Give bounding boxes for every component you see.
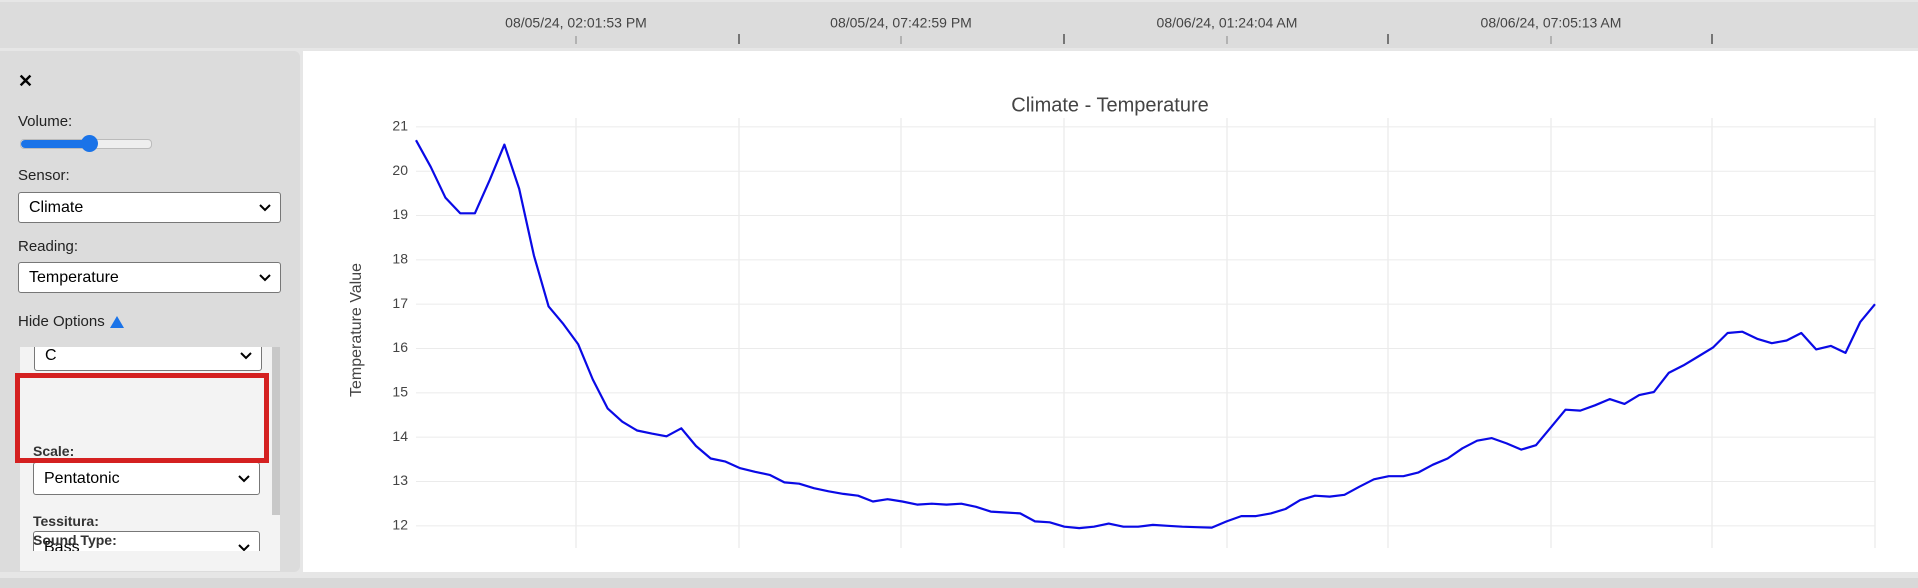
chart-area: Climate - Temperature Temperature Value … (303, 51, 1918, 572)
chevron (259, 203, 271, 211)
reading-select[interactable]: Temperature (18, 262, 281, 293)
chevron (238, 543, 250, 551)
scale-value: Pentatonic (44, 469, 120, 487)
y-tick-label: 20 (392, 162, 408, 178)
chevron (240, 352, 252, 360)
timeline-label: 08/06/24, 07:05:13 AM (1481, 15, 1622, 31)
y-tick-label: 21 (392, 118, 408, 134)
hide-options-text: Hide Options (18, 313, 105, 330)
tessitura-label: Tessitura: (33, 513, 99, 529)
y-tick-label: 14 (392, 428, 408, 444)
timeline-bar: 08/05/24, 02:01:53 PM 08/05/24, 07:42:59 … (0, 2, 1918, 48)
tessitura-value: Bass (44, 538, 80, 552)
options-scroll-bottom (20, 551, 280, 571)
volume-label: Volume: (18, 113, 73, 130)
y-tick-label: 18 (392, 251, 408, 267)
sensor-value: Climate (29, 198, 84, 216)
key-select[interactable]: C (34, 347, 262, 371)
triangle-icon (109, 315, 124, 328)
scrollbar (272, 347, 280, 515)
temperature-line (415, 139, 1876, 530)
timeline-label: 08/06/24, 01:24:04 AM (1157, 15, 1298, 31)
options-scroll: C Scale: Pentatonic Tessitura: Bass (20, 347, 280, 551)
tessitura-select[interactable]: Bass (33, 531, 260, 551)
timeline-label: 08/05/24, 02:01:53 PM (505, 15, 647, 31)
y-tick-label: 17 (392, 295, 408, 311)
y-tick-label: 12 (392, 517, 408, 533)
y-tick-label: 15 (392, 384, 408, 400)
chart: Climate - Temperature Temperature Value … (348, 94, 1876, 548)
timeline-label: 08/05/24, 07:42:59 PM (830, 15, 972, 31)
y-tick-label: 16 (392, 339, 408, 355)
scale-label: Scale: (33, 443, 75, 459)
volume-slider[interactable] (20, 135, 152, 152)
highlight-box (15, 373, 269, 463)
chart-title: Climate - Temperature (1011, 94, 1208, 116)
timeline: 08/05/24, 02:01:53 PM 08/05/24, 07:42:59 … (505, 15, 1713, 44)
bottom-bar (0, 578, 1918, 588)
y-tick-label: 13 (392, 472, 408, 488)
y-axis-label: Temperature Value (348, 263, 365, 397)
chevron (259, 273, 271, 281)
sound-type-label: Sound Type: (33, 532, 117, 548)
options-panel: ✕ Volume: Sensor: Climate Reading: Tempe… (0, 51, 300, 572)
sensor-label: Sensor: (18, 167, 70, 184)
reading-value: Temperature (29, 268, 119, 286)
sensor-select[interactable]: Climate (18, 192, 281, 223)
scale-select[interactable]: Pentatonic (33, 462, 260, 495)
reading-label: Reading: (18, 238, 79, 255)
y-tick-label: 19 (392, 206, 408, 222)
chevron (238, 474, 250, 482)
close-button[interactable]: ✕ (18, 71, 34, 91)
hide-options-toggle[interactable]: Hide Options (18, 313, 124, 330)
key-value: C (45, 347, 57, 364)
